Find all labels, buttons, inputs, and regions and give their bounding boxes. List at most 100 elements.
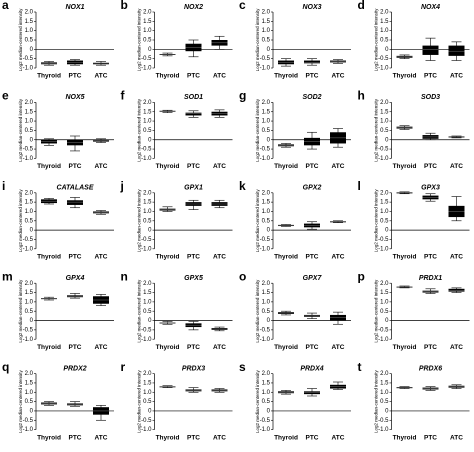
y-tick-label: 0 [385, 228, 389, 234]
y-tick-label: 1.0 [25, 299, 34, 305]
y-tick-label: -1.0 [23, 156, 34, 162]
y-tick-label: 2.0 [25, 100, 34, 106]
y-axis-label: Log2 median-centered intensity [137, 98, 142, 162]
y-tick-label: 2.0 [262, 100, 271, 106]
y-tick-label: 0.5 [143, 128, 152, 134]
y-axis-label: Log2 median-centered intensity [374, 189, 379, 253]
y-tick-label: -1.0 [23, 66, 34, 72]
panel: c NOX3 Log2 median-centered intensity -1.0 -… [239, 0, 351, 80]
y-tick-label: -1.0 [260, 337, 271, 343]
y-tick-label: 1.0 [380, 390, 389, 396]
box [448, 45, 465, 56]
y-tick-label: -1.0 [260, 66, 271, 72]
x-tick-label: Thyroid [274, 73, 298, 80]
y-tick-label: 0.5 [380, 38, 389, 44]
y-tick-label: 1.0 [380, 119, 389, 125]
y-tick-label: 1.0 [143, 299, 152, 305]
y-tick-label: 0.5 [143, 399, 152, 405]
y-tick-label: 1.5 [143, 381, 152, 387]
panel: r PRDX3 Log2 median-centered intensity -1.0… [121, 360, 233, 441]
y-axis-label: Log2 median-centered intensity [18, 279, 23, 343]
x-tick-label: PTC [187, 434, 200, 441]
y-tick-label: -0.5 [23, 418, 34, 424]
y-tick-label: 1.0 [262, 209, 271, 215]
panel: d NOX4 Log2 median-centered intensity -1.0 -… [358, 0, 470, 80]
y-tick-label: 1.5 [262, 290, 271, 296]
y-tick-label: -1.0 [23, 337, 34, 343]
x-tick-label: Thyroid [156, 73, 180, 80]
x-tick-label: Thyroid [37, 344, 61, 351]
x-tick-label: Thyroid [393, 344, 417, 351]
y-tick-label: 0.5 [380, 218, 389, 224]
x-tick-label: ATC [332, 73, 345, 80]
x-tick-label: ATC [95, 344, 108, 351]
panel-title: GPX2 [303, 185, 322, 192]
panel-title: NOX2 [184, 4, 203, 11]
panel-title: NOX3 [302, 4, 321, 11]
y-tick-label: 1.0 [380, 299, 389, 305]
y-tick-label: 1.0 [262, 28, 271, 34]
x-tick-label: Thyroid [156, 434, 180, 441]
panel-title: GPX4 [66, 275, 85, 282]
y-tick-label: 0 [148, 409, 152, 415]
y-tick-label: 0 [148, 228, 152, 234]
x-tick-label: Thyroid [156, 344, 180, 351]
y-tick-label: 2.0 [380, 190, 389, 196]
box [185, 112, 202, 116]
y-tick-label: -0.5 [260, 237, 271, 243]
x-tick-label: ATC [450, 254, 463, 261]
y-tick-label: 2.0 [380, 100, 389, 106]
x-tick-label: Thyroid [274, 163, 298, 170]
y-tick-label: 1.5 [262, 200, 271, 206]
y-tick-label: -0.5 [378, 147, 389, 153]
y-tick-label: 0 [267, 228, 271, 234]
panel: f SOD1 Log2 median-centered intensity -1.0 -… [121, 89, 233, 170]
panel-title: PRDX2 [63, 365, 86, 372]
y-tick-label: 2.0 [143, 100, 152, 106]
y-tick-label: 2.0 [143, 371, 152, 377]
panel: l GPX3 Log2 median-centered intensity -1.0 -… [358, 179, 470, 261]
y-tick-label: -1.0 [378, 246, 389, 252]
x-tick-label: ATC [213, 254, 226, 261]
panel-letter: s [239, 360, 246, 374]
panel: o GPX7 Log2 median-centered intensity -1.0 -… [239, 269, 351, 351]
y-tick-label: 1.0 [262, 390, 271, 396]
panel: q PRDX2 Log2 median-centered intensity -1.0… [2, 360, 114, 441]
y-tick-label: 2.0 [25, 190, 34, 196]
x-tick-label: ATC [95, 163, 108, 170]
x-tick-label: ATC [450, 73, 463, 80]
x-tick-label: Thyroid [274, 344, 298, 351]
y-tick-label: 0.5 [25, 399, 34, 405]
y-tick-label: 2.0 [143, 281, 152, 287]
y-tick-label: 1.5 [262, 19, 271, 25]
y-tick-label: 1.0 [262, 119, 271, 125]
y-tick-label: 0 [267, 409, 271, 415]
y-tick-label: 1.0 [143, 119, 152, 125]
y-tick-label: 1.5 [380, 19, 389, 25]
x-tick-label: PTC [306, 344, 319, 351]
y-tick-label: -1.0 [378, 427, 389, 433]
panel-title: GPX5 [184, 275, 203, 282]
panel-title: PRDX3 [182, 365, 205, 372]
y-tick-label: 0 [30, 409, 34, 415]
panel-letter: h [358, 89, 365, 103]
x-tick-label: Thyroid [37, 434, 61, 441]
y-tick-label: 0.5 [25, 128, 34, 134]
panel-letter: j [120, 179, 124, 193]
y-axis-label: Log2 median-centered intensity [255, 279, 260, 343]
y-tick-label: -1.0 [260, 246, 271, 252]
y-tick-label: 2.0 [262, 10, 271, 16]
panel-letter: b [121, 0, 128, 12]
x-tick-label: ATC [332, 434, 345, 441]
x-tick-label: Thyroid [37, 73, 61, 80]
panel: p PRDX1 Log2 median-centered intensity -1.0… [358, 269, 470, 351]
panel: h SOD3 Log2 median-centered intensity -1.0 -… [358, 89, 470, 170]
y-tick-label: 1.0 [25, 390, 34, 396]
y-tick-label: -0.5 [260, 327, 271, 333]
y-tick-label: -1.0 [141, 427, 152, 433]
x-tick-label: ATC [213, 344, 226, 351]
panel: e NOX5 Log2 median-centered intensity -1.0 -… [2, 89, 114, 170]
panel-letter: r [121, 360, 126, 374]
y-tick-label: -0.5 [141, 56, 152, 62]
y-tick-label: -0.5 [260, 418, 271, 424]
